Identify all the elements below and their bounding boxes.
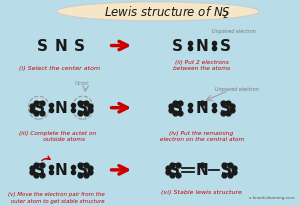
Text: N: N <box>195 163 208 178</box>
Text: S: S <box>33 101 44 116</box>
Text: Unpaired electron: Unpaired electron <box>215 87 259 92</box>
Text: S: S <box>220 101 231 116</box>
Text: S: S <box>77 163 88 178</box>
Text: N: N <box>195 101 208 116</box>
Text: Octet: Octet <box>75 81 89 86</box>
Text: (ii) Put 2 electrons
between the atoms: (ii) Put 2 electrons between the atoms <box>173 59 230 71</box>
Text: N: N <box>195 39 208 54</box>
Text: N: N <box>55 163 67 178</box>
Text: o knordsilearning.com: o knordsilearning.com <box>249 195 294 199</box>
Text: S: S <box>220 39 231 54</box>
Text: (iii) Complete the actet on
      outside atoms: (iii) Complete the actet on outside atom… <box>20 130 97 142</box>
Text: S: S <box>172 101 183 116</box>
Text: S: S <box>37 39 48 54</box>
Text: S: S <box>77 101 88 116</box>
FancyArrowPatch shape <box>42 156 50 161</box>
Text: S: S <box>169 163 180 178</box>
Ellipse shape <box>57 3 259 22</box>
Text: S: S <box>74 39 85 54</box>
Text: S: S <box>33 163 44 178</box>
Text: (iv) Put the remaining
 electron on the central atom: (iv) Put the remaining electron on the c… <box>158 130 245 142</box>
Text: Unpaired electron: Unpaired electron <box>212 29 256 34</box>
Text: $\it{Lewis\ structure\ of\ NS}$: $\it{Lewis\ structure\ of\ NS}$ <box>104 5 232 19</box>
Text: S: S <box>172 39 183 54</box>
Text: N: N <box>55 39 67 54</box>
Text: (vi) Stable lewis structure: (vi) Stable lewis structure <box>161 189 242 194</box>
Text: $\it{2}$: $\it{2}$ <box>222 9 229 20</box>
Text: (i) Select the center atom: (i) Select the center atom <box>19 65 100 70</box>
Text: N: N <box>55 101 67 116</box>
Text: (v) Move the electron pair from the
 outer atom to get stable structure: (v) Move the electron pair from the oute… <box>8 191 105 202</box>
Text: S: S <box>221 163 233 178</box>
